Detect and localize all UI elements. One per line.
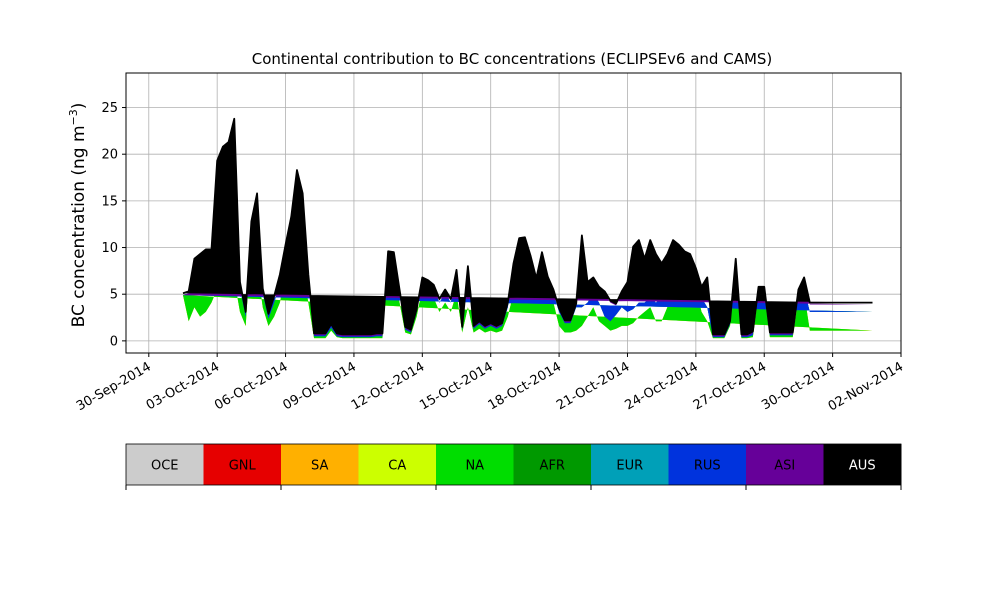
area-aus xyxy=(182,118,873,335)
legend-swatch-eur xyxy=(591,444,669,485)
legend-swatch-oce xyxy=(126,444,204,485)
y-tick-label: 25 xyxy=(101,101,118,116)
y-axis-ticks: 0 5 10 15 20 25 xyxy=(101,101,126,349)
legend-label-rus: RUS xyxy=(694,459,721,474)
x-tick-label: 09-Oct-2014 xyxy=(281,359,359,413)
x-tick-label: 21-Oct-2014 xyxy=(554,359,632,413)
x-tick-label: 15-Oct-2014 xyxy=(417,359,495,413)
legend-label-eur: EUR xyxy=(616,459,643,474)
legend-swatch-asi xyxy=(746,444,824,485)
y-axis-label-close: ) xyxy=(69,103,89,110)
total-line xyxy=(182,117,873,336)
x-axis-ticks: 30-Sep-201403-Oct-201406-Oct-201409-Oct-… xyxy=(74,353,906,414)
x-tick-label: 24-Oct-2014 xyxy=(622,359,700,413)
legend-label-asi: ASI xyxy=(774,459,795,474)
y-axis-label-main: BC concentration (ng m xyxy=(69,125,89,327)
legend-frame xyxy=(125,443,902,486)
total-concentration-line xyxy=(182,117,873,336)
legend-swatch-aus xyxy=(823,444,902,485)
x-tick-label: 12-Oct-2014 xyxy=(349,359,427,413)
x-tick-label: 03-Oct-2014 xyxy=(144,359,222,413)
x-tick-label: 30-Oct-2014 xyxy=(759,359,837,413)
y-tick-label: 5 xyxy=(110,288,118,303)
legend-swatch-na xyxy=(436,444,514,485)
y-tick-label: 0 xyxy=(110,334,118,349)
legend-label-gnl: GNL xyxy=(229,459,257,474)
x-tick-label: 02-Nov-2014 xyxy=(826,359,906,414)
y-axis-label-superscript: −3 xyxy=(67,109,80,125)
legend-label-sa: SA xyxy=(311,459,328,474)
chart-title: Continental contribution to BC concentra… xyxy=(252,50,773,68)
legend-label-na: NA xyxy=(465,459,484,474)
stacked-areas xyxy=(182,118,873,339)
x-tick-label: 27-Oct-2014 xyxy=(691,359,769,413)
legend-label-oce: OCE xyxy=(151,459,179,474)
y-axis-label: BC concentration (ng m−3) xyxy=(67,103,89,328)
y-tick-label: 20 xyxy=(101,148,118,163)
legend-label-aus: AUS xyxy=(849,459,876,474)
x-tick-label: 30-Sep-2014 xyxy=(74,359,154,414)
legend-label-afr: AFR xyxy=(540,459,565,474)
plot-frame xyxy=(125,72,902,354)
legend-label-ca: CA xyxy=(388,459,406,474)
legend-swatch-ca xyxy=(358,444,437,485)
legend-swatch-rus xyxy=(668,444,747,485)
legend-swatch-sa xyxy=(281,444,359,485)
x-tick-label: 06-Oct-2014 xyxy=(212,359,290,413)
legend-colorbar: OCE GNL SA CA NA AFR EUR RUS ASI AUS xyxy=(125,443,902,490)
legend-swatch-gnl xyxy=(203,444,282,485)
y-tick-label: 15 xyxy=(101,194,118,209)
x-tick-label: 18-Oct-2014 xyxy=(486,359,564,413)
y-tick-label: 10 xyxy=(101,241,118,256)
legend-swatch-afr xyxy=(513,444,592,485)
